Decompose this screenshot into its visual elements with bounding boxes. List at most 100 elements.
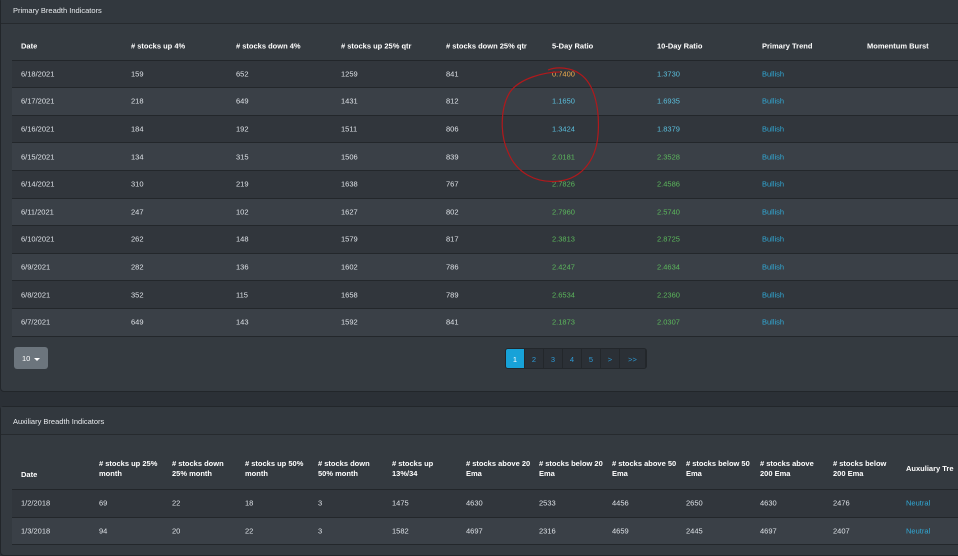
primary-table-footer: 10 1 2 3 4 5 > >> bbox=[14, 347, 958, 371]
auxiliary-panel-title: Auxiliary Breadth Indicators bbox=[1, 407, 958, 435]
ten-day-ratio-cell: 2.3528 bbox=[657, 152, 680, 162]
column-header[interactable]: 5-Day Ratio bbox=[552, 41, 594, 51]
column-header[interactable]: Primary Trend bbox=[762, 41, 813, 51]
stocks-down-25q-cell: 802 bbox=[446, 207, 459, 217]
column-header[interactable]: Momentum Burst bbox=[867, 41, 929, 51]
column-header[interactable]: # stocks below 50 Ema bbox=[686, 459, 750, 478]
column-header[interactable]: Auxuliary Tre bbox=[906, 464, 954, 473]
table-cell: 69 bbox=[99, 498, 108, 508]
stocks-up-4-cell: 159 bbox=[131, 69, 144, 79]
page-button-2[interactable]: 2 bbox=[525, 349, 544, 368]
column-header[interactable]: # stocks above 20 Ema bbox=[466, 459, 531, 478]
primary-trend-cell[interactable]: Bullish bbox=[762, 207, 785, 217]
five-day-ratio-cell: 2.0181 bbox=[552, 152, 575, 162]
column-header[interactable]: # stocks above 50 Ema bbox=[612, 459, 677, 478]
stocks-up-25q-cell: 1638 bbox=[341, 179, 358, 189]
stocks-up-4-cell: 649 bbox=[131, 317, 144, 327]
column-header[interactable]: Date bbox=[21, 41, 38, 51]
column-header[interactable]: # stocks up 25% month bbox=[99, 459, 158, 478]
column-header[interactable]: # stocks down 4% bbox=[236, 41, 301, 51]
date-cell: 6/17/2021 bbox=[21, 96, 55, 106]
table-cell: 20 bbox=[172, 526, 181, 536]
page-size-dropdown[interactable]: 10 bbox=[14, 347, 48, 369]
column-header[interactable]: # stocks up 25% qtr bbox=[341, 41, 412, 51]
stocks-down-25q-cell: 817 bbox=[446, 234, 459, 244]
stocks-down-25q-cell: 786 bbox=[446, 262, 459, 272]
column-header[interactable]: # stocks down 25% qtr bbox=[446, 41, 527, 51]
stocks-down-25q-cell: 806 bbox=[446, 124, 459, 134]
date-cell: 6/11/2021 bbox=[21, 207, 54, 217]
primary-trend-cell[interactable]: Bullish bbox=[762, 262, 785, 272]
table-cell: 2445 bbox=[686, 526, 703, 536]
primary-trend-cell[interactable]: Bullish bbox=[762, 96, 785, 106]
stocks-down-4-cell: 102 bbox=[236, 207, 249, 217]
stocks-up-25q-cell: 1511 bbox=[341, 124, 358, 134]
stocks-down-4-cell: 652 bbox=[236, 69, 249, 79]
primary-trend-cell[interactable]: Bullish bbox=[762, 317, 785, 327]
primary-trend-cell[interactable]: Bullish bbox=[762, 179, 785, 189]
column-header[interactable]: # stocks down 50% month bbox=[318, 459, 370, 478]
primary-trend-cell[interactable]: Bullish bbox=[762, 290, 785, 300]
date-cell: 1/3/2018 bbox=[21, 526, 51, 536]
column-header[interactable]: # stocks below 200 Ema bbox=[833, 459, 887, 478]
auxiliary-trend-cell[interactable]: Neutral bbox=[906, 498, 931, 508]
stocks-up-25q-cell: 1259 bbox=[341, 69, 358, 79]
date-cell: 6/15/2021 bbox=[21, 152, 55, 162]
stocks-up-4-cell: 134 bbox=[131, 152, 144, 162]
page-button-1[interactable]: 1 bbox=[506, 349, 525, 368]
table-cell: 2650 bbox=[686, 498, 703, 508]
table-row: 6/9/2021 282 136 1602 786 2.4247 2.4634 Bullish bbox=[12, 253, 958, 282]
ten-day-ratio-cell: 2.2360 bbox=[657, 290, 680, 300]
column-header[interactable]: # stocks up 13%/34 bbox=[392, 459, 434, 478]
date-cell: 6/14/2021 bbox=[21, 179, 55, 189]
stocks-up-25q-cell: 1431 bbox=[341, 96, 358, 106]
table-row: 6/16/2021 184 192 1511 806 1.3424 1.8379 Bullis… bbox=[12, 115, 958, 144]
table-row: 6/8/2021 352 115 1658 789 2.6534 2.2360 Bullish bbox=[12, 281, 958, 309]
stocks-down-25q-cell: 841 bbox=[446, 317, 459, 327]
table-cell: 4456 bbox=[612, 498, 629, 508]
primary-trend-cell[interactable]: Bullish bbox=[762, 124, 785, 134]
five-day-ratio-cell: 1.3424 bbox=[552, 124, 575, 134]
table-cell: 2316 bbox=[539, 526, 556, 536]
column-header[interactable]: # stocks above 200 Ema bbox=[760, 459, 814, 478]
table-row: 6/7/2021 649 143 1592 841 2.1873 2.0307 Bullish bbox=[12, 308, 958, 337]
table-cell: 4697 bbox=[760, 526, 777, 536]
ten-day-ratio-cell: 2.4586 bbox=[657, 179, 680, 189]
table-cell: 22 bbox=[245, 526, 254, 536]
five-day-ratio-cell: 2.7826 bbox=[552, 179, 575, 189]
table-cell: 2476 bbox=[833, 498, 850, 508]
pagination: 1 2 3 4 5 > >> bbox=[505, 348, 647, 369]
last-page-button[interactable]: >> bbox=[620, 349, 646, 368]
table-cell: 1582 bbox=[392, 526, 409, 536]
auxiliary-table: Date # stocks up 25% month # stocks down 2… bbox=[12, 449, 958, 545]
stocks-up-25q-cell: 1602 bbox=[341, 262, 358, 272]
column-header[interactable]: # stocks up 4% bbox=[131, 41, 186, 51]
auxiliary-trend-cell[interactable]: Neutral bbox=[906, 526, 931, 536]
next-page-button[interactable]: > bbox=[601, 349, 620, 368]
five-day-ratio-cell: 1.1650 bbox=[552, 96, 575, 106]
stocks-up-4-cell: 282 bbox=[131, 262, 144, 272]
column-header[interactable]: 10-Day Ratio bbox=[657, 41, 703, 51]
column-header[interactable]: # stocks up 50% month bbox=[245, 459, 304, 478]
stocks-up-4-cell: 352 bbox=[131, 290, 144, 300]
table-cell: 4630 bbox=[466, 498, 483, 508]
stocks-up-4-cell: 262 bbox=[131, 234, 144, 244]
column-header[interactable]: Date bbox=[21, 469, 38, 479]
page-button-5[interactable]: 5 bbox=[582, 349, 601, 368]
stocks-up-25q-cell: 1658 bbox=[341, 290, 358, 300]
page-button-4[interactable]: 4 bbox=[563, 349, 582, 368]
five-day-ratio-cell: 2.3813 bbox=[552, 234, 575, 244]
caret-down-icon bbox=[34, 357, 41, 361]
date-cell: 6/16/2021 bbox=[21, 124, 55, 134]
table-row: 1/2/2018 69 22 18 3 1475 4630 2533 4456 2650 4630 2… bbox=[12, 490, 958, 518]
ten-day-ratio-cell: 2.5740 bbox=[657, 207, 680, 217]
table-cell: 18 bbox=[245, 498, 254, 508]
stocks-up-4-cell: 247 bbox=[131, 207, 144, 217]
primary-trend-cell[interactable]: Bullish bbox=[762, 69, 785, 79]
primary-trend-cell[interactable]: Bullish bbox=[762, 234, 785, 244]
stocks-up-4-cell: 184 bbox=[131, 124, 144, 134]
page-button-3[interactable]: 3 bbox=[544, 349, 563, 368]
column-header[interactable]: # stocks below 20 Ema bbox=[539, 459, 603, 478]
primary-trend-cell[interactable]: Bullish bbox=[762, 152, 785, 162]
column-header[interactable]: # stocks down 25% month bbox=[172, 459, 224, 478]
